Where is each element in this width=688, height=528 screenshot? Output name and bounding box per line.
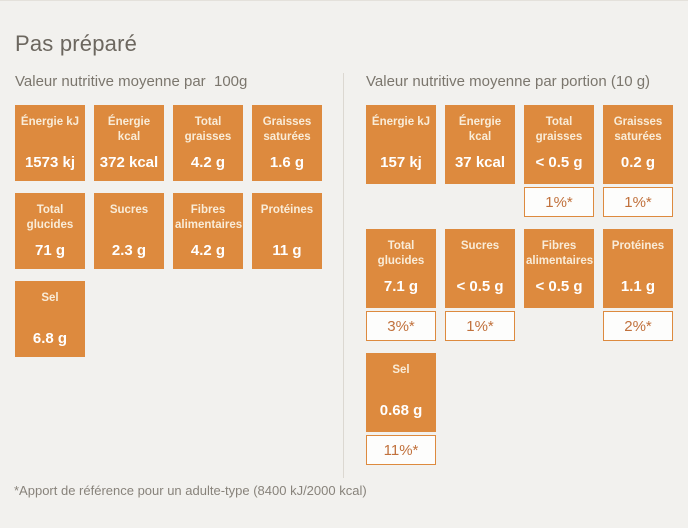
daily-percent-badge: 1%* [603, 187, 673, 217]
daily-percent-badge: 1%* [445, 311, 515, 341]
tile-total-glucides: Total glucides 71 g [15, 193, 85, 269]
tile-total-graisses: Total graisses < 0.5 g 1%* [524, 105, 594, 217]
nutrient-value: 2.3 g [111, 242, 147, 259]
nutrient-tile: Fibres alimentaires < 0.5 g [524, 229, 594, 308]
tile-proteines: Protéines 1.1 g 2%* [603, 229, 673, 341]
nutrient-tile: Énergie kcal 372 kcal [94, 105, 164, 181]
tile-energie-kcal: Énergie kcal 37 kcal [445, 105, 515, 184]
nutrient-tile: Sel 6.8 g [15, 281, 85, 357]
nutrient-tile: Total glucides 71 g [15, 193, 85, 269]
tile-total-glucides: Total glucides 7.1 g 3%* [366, 229, 436, 341]
nutrient-value: 1.6 g [269, 154, 305, 171]
nutrient-value: 1573 kj [24, 154, 76, 171]
nutrient-label: Énergie kcal [107, 116, 151, 143]
section-per-100g: Valeur nutritive moyenne par 100g Énergi… [15, 73, 337, 369]
tile-energie-kj: Énergie kJ 1573 kj [15, 105, 85, 181]
nutrient-value: 37 kcal [454, 154, 506, 171]
daily-percent-badge: 3%* [366, 311, 436, 341]
tile-row: Total glucides 7.1 g 3%* Sucres < 0.5 g … [366, 229, 688, 341]
nutrient-label: Sucres [460, 240, 500, 252]
tile-row: Total glucides 71 g Sucres 2.3 g Fibres … [15, 193, 337, 269]
daily-percent-badge: 1%* [524, 187, 594, 217]
nutrient-tile: Protéines 1.1 g [603, 229, 673, 308]
tile-row: Énergie kJ 1573 kj Énergie kcal 372 kcal… [15, 105, 337, 181]
nutrient-tile: Sucres < 0.5 g [445, 229, 515, 308]
subtitle-per-100g: Valeur nutritive moyenne par 100g [15, 73, 248, 90]
subtitle-per-portion: Valeur nutritive moyenne par portion (10… [366, 73, 651, 90]
tile-row: Sel 0.68 g 11%* [366, 353, 688, 465]
nutrient-label: Total glucides [26, 204, 74, 231]
tile-proteines: Protéines 11 g [252, 193, 322, 269]
tile-sucres: Sucres 2.3 g [94, 193, 164, 269]
nutrient-value: 157 kj [380, 154, 422, 171]
nutrient-label: Fibres alimentaires [526, 240, 594, 267]
nutrient-value: 1.1 g [620, 278, 656, 295]
nutrient-tile: Énergie kJ 1573 kj [15, 105, 85, 181]
nutrient-value: < 0.5 g [535, 154, 583, 171]
nutrient-label: Total graisses [184, 116, 232, 143]
nutrient-tile: Graisses saturées 1.6 g [252, 105, 322, 181]
tile-fibres-alimentaires: Fibres alimentaires 4.2 g [173, 193, 243, 269]
nutrient-value: < 0.5 g [456, 278, 504, 295]
nutrient-label: Fibres alimentaires [175, 204, 243, 231]
nutrient-label: Sel [41, 292, 59, 304]
daily-percent-badge: 2%* [603, 311, 673, 341]
nutrient-label: Graisses saturées [613, 116, 663, 143]
tile-sel: Sel 0.68 g 11%* [366, 353, 436, 465]
nutrient-label: Protéines [260, 204, 314, 216]
nutrient-value: 6.8 g [32, 330, 68, 347]
tile-graisses-saturees: Graisses saturées 0.2 g 1%* [603, 105, 673, 217]
tile-sucres: Sucres < 0.5 g 1%* [445, 229, 515, 341]
nutrient-tile: Graisses saturées 0.2 g [603, 105, 673, 184]
nutrient-value: 4.2 g [190, 154, 226, 171]
nutrient-value: 0.2 g [620, 154, 656, 171]
tile-fibres-alimentaires: Fibres alimentaires < 0.5 g [524, 229, 594, 308]
nutrient-tile: Total glucides 7.1 g [366, 229, 436, 308]
nutrient-value: 7.1 g [383, 278, 419, 295]
nutrient-value: 372 kcal [99, 154, 159, 171]
reference-footnote: *Apport de référence pour un adulte-type… [14, 483, 367, 498]
nutrient-value: 0.68 g [379, 402, 423, 419]
nutrient-tile: Énergie kcal 37 kcal [445, 105, 515, 184]
page-title: Pas préparé [15, 31, 138, 56]
nutrient-value: 11 g [272, 242, 302, 259]
nutrient-label: Total glucides [377, 240, 425, 267]
nutrient-label: Énergie kJ [20, 116, 80, 128]
tile-graisses-saturees: Graisses saturées 1.6 g [252, 105, 322, 181]
tile-energie-kcal: Énergie kcal 372 kcal [94, 105, 164, 181]
nutrient-tile: Protéines 11 g [252, 193, 322, 269]
nutrient-tile: Énergie kJ 157 kj [366, 105, 436, 184]
tile-energie-kj: Énergie kJ 157 kj [366, 105, 436, 184]
nutrient-tile: Total graisses < 0.5 g [524, 105, 594, 184]
nutrient-tile: Total graisses 4.2 g [173, 105, 243, 181]
nutrient-tile: Fibres alimentaires 4.2 g [173, 193, 243, 269]
tile-row: Énergie kJ 157 kj Énergie kcal 37 kcal T… [366, 105, 688, 217]
nutrient-value: 71 g [34, 242, 65, 259]
nutrient-label: Protéines [611, 240, 665, 252]
tile-total-graisses: Total graisses 4.2 g [173, 105, 243, 181]
nutrient-tile: Sucres 2.3 g [94, 193, 164, 269]
nutrient-value: < 0.5 g [535, 278, 583, 295]
tile-row: Sel 6.8 g [15, 281, 337, 357]
nutrient-value: 4.2 g [190, 242, 226, 259]
nutrient-label: Sel [392, 364, 410, 376]
nutrient-label: Énergie kJ [371, 116, 431, 128]
section-per-portion: Valeur nutritive moyenne par portion (10… [366, 73, 688, 477]
nutrient-label: Total graisses [535, 116, 583, 143]
nutrient-label: Sucres [109, 204, 149, 216]
daily-percent-badge: 11%* [366, 435, 436, 465]
nutrient-tile: Sel 0.68 g [366, 353, 436, 432]
nutrient-label: Graisses saturées [262, 116, 312, 143]
section-divider [343, 73, 344, 478]
tile-sel: Sel 6.8 g [15, 281, 85, 357]
nutrient-label: Énergie kcal [458, 116, 502, 143]
